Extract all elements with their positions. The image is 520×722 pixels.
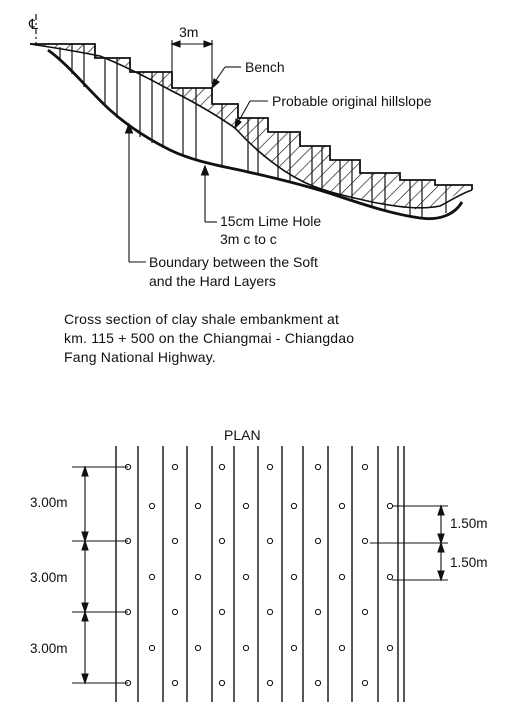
plan-lime-hole <box>290 502 298 510</box>
boundary-label-line1: Boundary between the Soft <box>149 254 318 270</box>
bench-profile <box>30 43 473 190</box>
caption-line2: km. 115 + 500 on the Chiangmai - Chiangd… <box>64 330 354 346</box>
plan-lime-hole <box>314 679 322 687</box>
plan-lime-hole <box>314 608 322 616</box>
plan-lime-hole <box>266 608 274 616</box>
caption-line1: Cross section of clay shale embankment a… <box>64 311 339 327</box>
plan-lime-hole <box>148 644 156 652</box>
boundary-label-line2: and the Hard Layers <box>149 273 276 289</box>
centerline-symbol: ℄ <box>28 16 38 32</box>
plan-lime-hole <box>242 573 250 581</box>
caption-line3: Fang National Highway. <box>64 349 216 365</box>
left-dimension-chain <box>72 465 128 685</box>
plan-lime-hole <box>314 537 322 545</box>
lime-holes <box>59 44 447 218</box>
plan-lime-hole <box>171 608 179 616</box>
plan-lime-holes <box>124 463 394 687</box>
hillslope-label: Probable original hillslope <box>272 93 432 109</box>
plan-lime-hole <box>171 537 179 545</box>
boundary-leader <box>124 122 146 263</box>
lime-hole-label-line2: 3m c to c <box>220 231 277 247</box>
plan-view: PLAN 3.00m 3.00m 3.00m 1.50m <box>30 427 488 702</box>
plan-lime-hole <box>314 463 322 471</box>
plan-lime-hole <box>218 537 226 545</box>
original-hillslope-line <box>29 43 473 209</box>
hillslope-leader <box>234 100 268 130</box>
cross-section: ℄ 3m Bench Probable original hillslope <box>28 14 473 289</box>
plan-lime-hole <box>242 644 250 652</box>
bench-spacing-label: 3m <box>179 24 198 40</box>
plan-lime-hole <box>290 644 298 652</box>
plan-lime-hole <box>171 463 179 471</box>
plan-lime-hole <box>148 573 156 581</box>
left-dim-1: 3.00m <box>30 495 68 510</box>
plan-lime-hole <box>218 463 226 471</box>
plan-lime-hole <box>361 608 369 616</box>
lime-hole-label-line1: 15cm Lime Hole <box>220 213 321 229</box>
bench-leader <box>211 66 241 90</box>
plan-lime-hole <box>266 537 274 545</box>
plan-lime-hole <box>148 502 156 510</box>
bench-label: Bench <box>245 59 285 75</box>
right-dimension-chain <box>370 504 448 582</box>
plan-lime-hole <box>266 463 274 471</box>
plan-lime-hole <box>290 573 298 581</box>
plan-lime-hole <box>361 679 369 687</box>
plan-lime-hole <box>218 608 226 616</box>
lime-hole-leader <box>200 164 217 223</box>
plan-lime-hole <box>338 573 346 581</box>
plan-lime-hole <box>194 502 202 510</box>
plan-lime-hole <box>266 679 274 687</box>
plan-lime-hole <box>242 502 250 510</box>
plan-lime-hole <box>338 644 346 652</box>
plan-lime-hole <box>386 502 394 510</box>
hatched-fill-layer <box>30 44 472 210</box>
plan-lime-hole <box>386 573 394 581</box>
left-dim-3: 3.00m <box>30 641 68 656</box>
plan-lime-hole <box>361 537 369 545</box>
caption: Cross section of clay shale embankment a… <box>64 311 354 365</box>
plan-strip-lines <box>115 446 405 702</box>
plan-lime-hole <box>194 573 202 581</box>
plan-lime-hole <box>361 463 369 471</box>
right-dim-2: 1.50m <box>450 555 488 570</box>
plan-title: PLAN <box>224 427 261 443</box>
left-dim-2: 3.00m <box>30 570 68 585</box>
right-dim-1: 1.50m <box>450 516 488 531</box>
plan-lime-hole <box>338 502 346 510</box>
plan-lime-hole <box>218 679 226 687</box>
plan-lime-hole <box>171 679 179 687</box>
plan-lime-hole <box>386 644 394 652</box>
plan-lime-hole <box>194 644 202 652</box>
centerline-marker: ℄ <box>28 14 38 46</box>
bench-spacing-dimension <box>170 40 214 84</box>
